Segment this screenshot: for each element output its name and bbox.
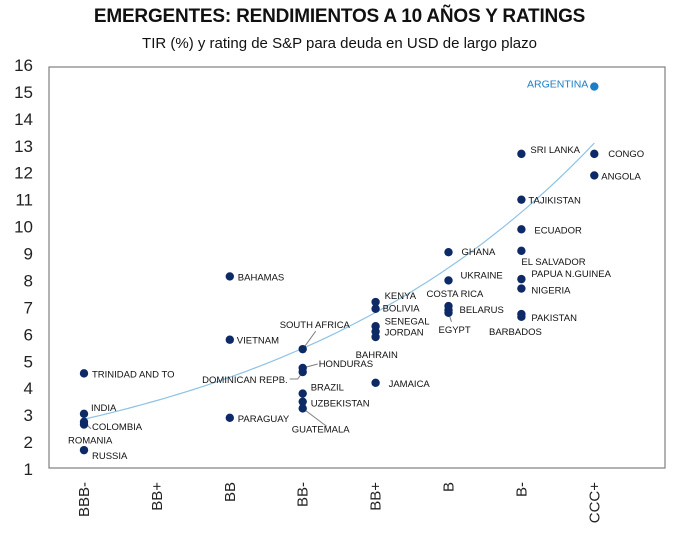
point-south-africa <box>298 344 307 354</box>
label-angola: ANGOLA <box>601 171 641 182</box>
point-guatemala <box>298 404 307 413</box>
label-guatemala: GUATEMALA <box>292 424 351 435</box>
label-bahrain: BAHRAIN <box>356 350 398 361</box>
label-trinidad-and-to: TRINIDAD AND TO <box>92 369 175 380</box>
x-tick-label: BB <box>222 482 239 502</box>
label-sri-lanka: SRI LANKA <box>530 145 580 156</box>
point-congo <box>590 149 599 159</box>
label-jamaica: JAMAICA <box>389 379 431 390</box>
y-tick-label: 8 <box>24 271 33 290</box>
label-dominican-repb: DOMINICAN REPB. <box>202 375 288 386</box>
label-argentina: ARGENTINA <box>527 79 588 91</box>
label-el-salvador: EL SALVADOR <box>521 257 585 268</box>
point-angola <box>590 171 599 180</box>
point-bolivia <box>371 304 380 313</box>
y-tick-label: 5 <box>24 352 33 371</box>
point-ecuador <box>517 225 526 234</box>
trendline <box>83 142 595 420</box>
y-tick-label: 10 <box>14 218 33 237</box>
point-uzbekistan <box>298 397 307 406</box>
point-papua-n-guinea <box>517 274 526 284</box>
label-bolivia: BOLIVIA <box>383 304 421 315</box>
point-trinidad-and-to <box>79 369 89 378</box>
point-barbados <box>517 312 526 322</box>
point-argentina <box>590 82 599 91</box>
plot-frame <box>48 66 666 469</box>
label-ukraine: UKRAINE <box>461 270 503 281</box>
y-tick-label: 9 <box>24 245 33 264</box>
label-senegal: SENEGAL <box>385 316 430 327</box>
y-tick-label: 1 <box>24 460 33 479</box>
y-tick-label: 12 <box>14 164 33 183</box>
x-tick-label: CCC+ <box>586 482 603 523</box>
label-papua-n-guinea: PAPUA N.GUINEA <box>531 269 611 280</box>
point-tajikistan <box>517 195 526 204</box>
point-bahamas <box>225 272 234 281</box>
y-tick-label: 14 <box>14 110 33 129</box>
point-ukraine <box>444 276 453 285</box>
label-barbados: BARBADOS <box>489 327 542 338</box>
point-ghana <box>444 247 453 257</box>
x-tick-label: B- <box>513 482 530 497</box>
chart-title: EMERGENTES: RENDIMIENTOS A 10 AÑOS Y RAT… <box>93 6 586 27</box>
label-paraguay: PARAGUAY <box>238 414 290 425</box>
point-romania <box>79 420 89 429</box>
label-brazil: BRAZIL <box>311 383 344 394</box>
y-tick-label: 7 <box>24 298 33 317</box>
x-tick-label: BBB- <box>76 482 93 517</box>
x-tick-label: BB- <box>295 482 312 507</box>
label-bahamas: BAHAMAS <box>238 272 284 283</box>
point-egypt <box>444 308 453 317</box>
label-south-africa: SOUTH AFRICA <box>280 320 351 331</box>
point-brazil <box>298 389 307 398</box>
x-tick-label: BB+ <box>149 482 166 511</box>
point-paraguay <box>225 413 234 423</box>
label-ghana: GHANA <box>462 247 496 258</box>
label-india: INDIA <box>91 403 117 414</box>
point-sri-lanka <box>517 149 526 159</box>
label-pakistan: PAKISTAN <box>531 313 577 324</box>
y-tick-label: 11 <box>15 191 33 210</box>
point-vietnam <box>225 335 234 344</box>
x-tick-label: BB+ <box>368 482 385 511</box>
point-jamaica <box>371 378 380 388</box>
y-tick-label: 3 <box>24 406 33 425</box>
label-egypt: EGYPT <box>439 325 471 336</box>
point-el-salvador <box>517 246 526 256</box>
x-tick-label: B <box>441 482 458 492</box>
data-points <box>79 82 599 455</box>
leader-guatemala <box>302 407 328 427</box>
label-congo: CONGO <box>608 149 644 160</box>
y-tick-label: 16 <box>14 56 33 75</box>
point-india <box>79 409 89 418</box>
label-nigeria: NIGERIA <box>531 286 571 297</box>
label-russia: RUSSIA <box>92 451 128 462</box>
label-belarus: BELARUS <box>460 305 504 316</box>
label-tajikistan: TAJIKISTAN <box>528 196 581 207</box>
point-russia <box>79 445 89 455</box>
point-bahrain <box>371 332 380 342</box>
label-romania: ROMANIA <box>68 436 113 447</box>
y-tick-label: 4 <box>24 379 33 398</box>
x-axis: BBB- BB+ BB BB- BB+ B B- CCC+ <box>76 482 603 523</box>
label-uzbekistan: UZBEKISTAN <box>311 399 370 410</box>
label-ecuador: ECUADOR <box>534 225 582 236</box>
point-kenya <box>371 297 380 307</box>
label-costa-rica: COSTA RICA <box>427 289 484 300</box>
label-kenya: KENYA <box>385 291 417 302</box>
data-labels: ARGENTINA SRI LANKA CONGO ANGOLA TAJIKISTAN E… <box>68 79 644 463</box>
y-tick-label: 15 <box>14 83 33 102</box>
y-tick-label: 6 <box>24 325 33 344</box>
label-vietnam: VIETNAM <box>237 336 279 347</box>
y-tick-label: 13 <box>14 137 33 156</box>
chart-subtitle: TIR (%) y rating de S&P para deuda en US… <box>142 35 537 52</box>
label-honduras: HONDURAS <box>319 359 373 370</box>
label-colombia: COLOMBIA <box>92 422 143 433</box>
y-tick-label: 2 <box>24 433 33 452</box>
label-jordan: JORDAN <box>385 328 424 339</box>
point-dominican-repb <box>298 367 307 377</box>
point-nigeria <box>517 284 526 293</box>
